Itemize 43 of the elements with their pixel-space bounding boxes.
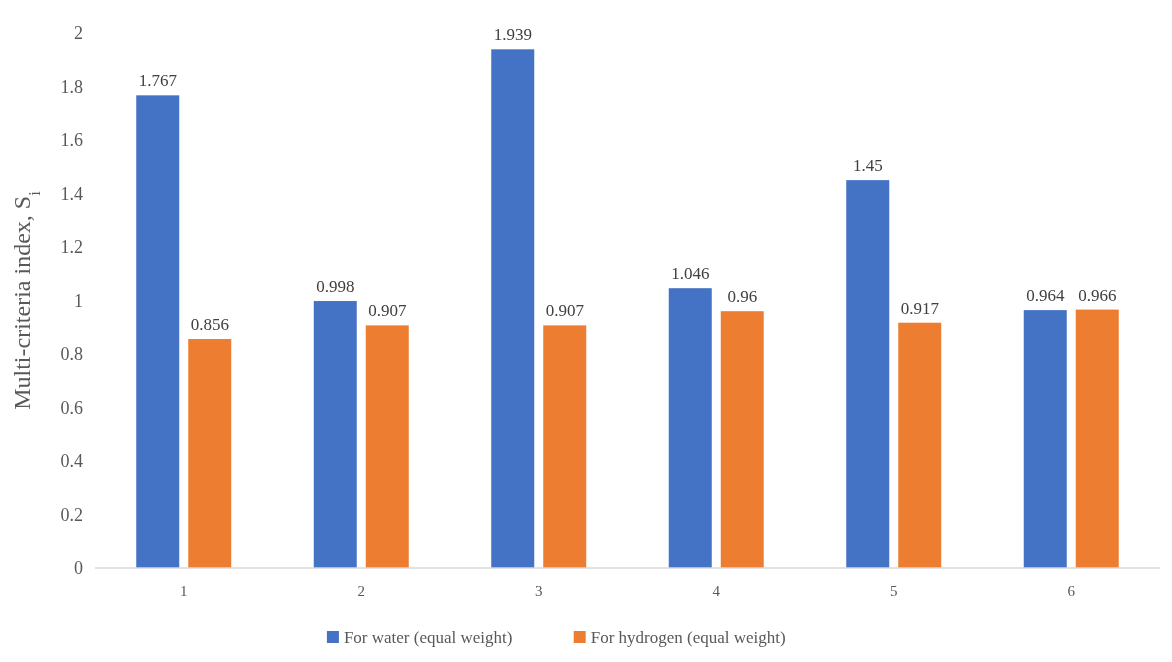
x-tick-label: 4 [712,583,721,599]
data-label: 0.917 [900,298,940,318]
legend-label: For hydrogen (equal weight) [590,627,786,647]
y-tick-label: 0.8 [60,344,83,365]
y-tick-label: 2 [74,23,83,44]
x-tick-label: 1 [180,583,188,599]
y-tick-label: 1.4 [60,183,83,204]
bar [491,49,535,568]
y-tick-label: 1.2 [60,237,83,258]
bar [1023,310,1067,568]
bar [136,95,180,568]
x-tick-label: 6 [1067,583,1076,599]
data-label: 1.767 [138,71,178,91]
legend-label: For water (equal weight) [343,627,513,647]
bar [720,311,764,568]
y-tick-label: 1.8 [60,76,83,97]
y-tick-label: 0.2 [60,504,83,525]
x-tick-label: 3 [535,583,543,599]
data-label: 0.907 [545,301,585,321]
bar [313,301,357,568]
x-tick-label: 5 [890,583,898,599]
bar [1075,309,1119,568]
data-label: 0.856 [190,315,229,335]
data-label: 1.45 [852,156,883,176]
bar [898,322,942,568]
bar [668,288,712,568]
bar [188,339,232,568]
data-label: 1.939 [493,25,532,45]
x-tick-label: 2 [357,583,365,599]
y-tick-label: 0 [74,558,83,579]
y-tick-label: 0.6 [60,397,83,418]
data-label: 0.964 [1026,286,1065,306]
y-tick-label: 1 [74,290,83,311]
y-tick-label: 1.6 [60,130,83,151]
bar [543,325,587,568]
data-label: 0.966 [1078,285,1117,305]
data-label: 0.998 [316,277,355,297]
bar [365,325,409,568]
data-label: 1.046 [671,264,710,284]
data-label: 0.907 [368,301,407,321]
y-tick-label: 0.4 [60,451,83,472]
data-label: 0.96 [727,287,758,307]
bar [846,180,890,568]
